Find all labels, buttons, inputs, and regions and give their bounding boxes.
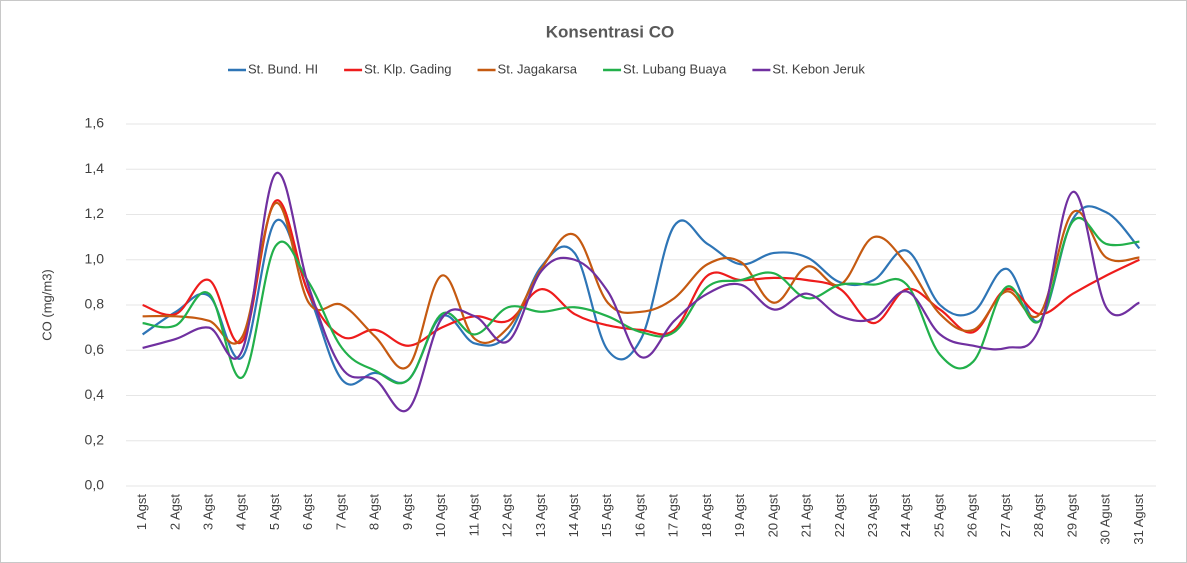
y-axis-label: CO (mg/m3): [39, 269, 54, 341]
x-tick-label: 16 Agst: [632, 494, 647, 538]
y-tick-label: 1,0: [85, 250, 105, 266]
legend-label: St. Bund. HI: [248, 61, 318, 76]
x-tick-label: 26 Agst: [965, 494, 980, 538]
x-tick-label: 20 Agst: [765, 494, 780, 538]
x-tick-label: 29 Agst: [1064, 494, 1079, 538]
y-tick-label: 0,6: [85, 341, 105, 357]
chart-title: Konsentrasi CO: [546, 22, 674, 41]
y-tick-label: 1,2: [85, 205, 105, 221]
y-tick-label: 1,4: [85, 160, 105, 176]
x-tick-label: 17 Agst: [666, 494, 681, 538]
x-tick-label: 1 Agst: [134, 494, 149, 531]
x-tick-label: 9 Agst: [400, 494, 415, 531]
x-tick-label: 19 Agst: [732, 494, 747, 538]
y-tick-label: 0,0: [85, 477, 105, 493]
x-tick-label: 11 Agst: [466, 494, 481, 537]
x-tick-label: 15 Agst: [599, 494, 614, 538]
x-tick-label: 21 Agst: [799, 494, 814, 538]
x-tick-label: 6 Agst: [300, 494, 315, 531]
x-tick-label: 4 Agst: [234, 494, 249, 531]
x-tick-label: 18 Agst: [699, 494, 714, 538]
x-tick-label: 27 Agst: [998, 494, 1013, 538]
x-tick-label: 28 Agst: [1031, 494, 1046, 538]
x-tick-label: 2 Agst: [167, 494, 182, 531]
legend-label: St. Lubang Buaya: [623, 61, 727, 76]
x-tick-label: 14 Agst: [566, 494, 581, 538]
x-tick-label: 8 Agst: [367, 494, 382, 531]
x-tick-label: 25 Agst: [931, 494, 946, 538]
y-tick-label: 0,4: [85, 386, 105, 402]
x-tick-label: 10 Agst: [433, 494, 448, 538]
x-tick-label: 23 Agst: [865, 494, 880, 538]
legend-label: St. Klp. Gading: [364, 61, 451, 76]
x-tick-label: 31 Agust: [1131, 494, 1146, 545]
x-tick-label: 5 Agst: [267, 494, 282, 531]
x-tick-label: 30 Agust: [1098, 494, 1113, 545]
y-tick-label: 0,8: [85, 296, 105, 312]
legend-label: St. Kebon Jeruk: [772, 61, 865, 76]
y-tick-label: 0,2: [85, 431, 105, 447]
x-tick-label: 13 Agst: [533, 494, 548, 538]
x-tick-label: 24 Agst: [898, 494, 913, 538]
legend-label: St. Jagakarsa: [498, 61, 578, 76]
series-line: [142, 217, 1140, 385]
x-tick-label: 22 Agst: [832, 494, 847, 538]
x-tick-label: 7 Agst: [333, 494, 348, 531]
x-tick-label: 3 Agst: [201, 494, 216, 531]
series-line: [142, 171, 1140, 413]
y-tick-label: 1,6: [85, 115, 105, 131]
x-tick-label: 12 Agst: [500, 494, 515, 538]
